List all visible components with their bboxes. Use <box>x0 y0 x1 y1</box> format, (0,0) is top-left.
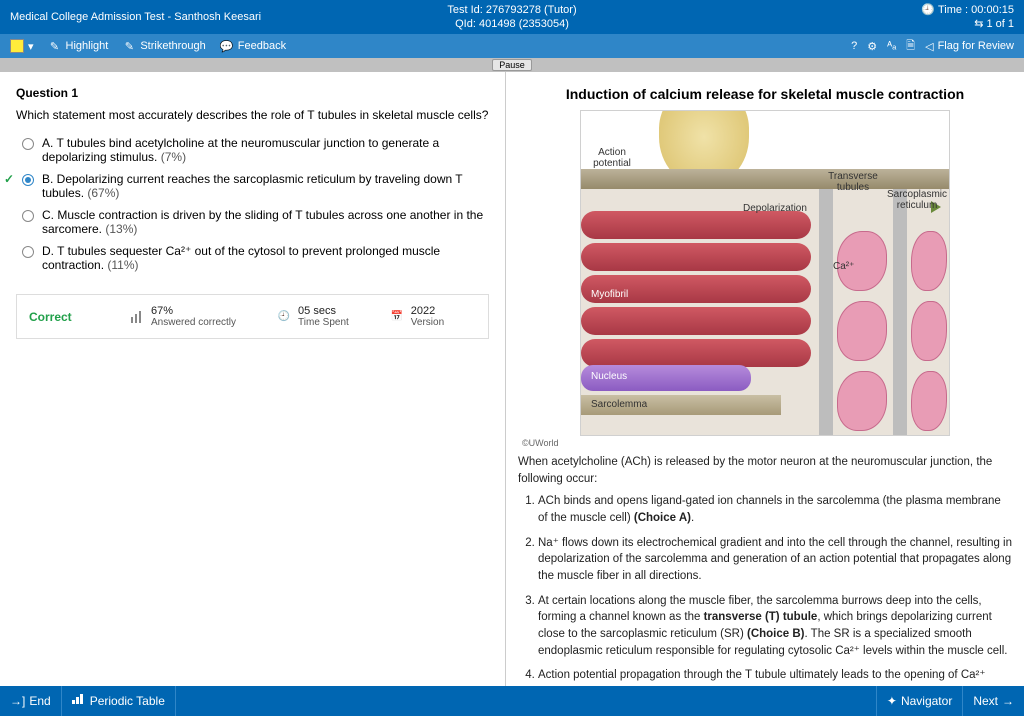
answer-choice[interactable]: D. T tubules sequester Ca²⁺ out of the c… <box>22 240 489 276</box>
stat-time: 🕘 05 secsTime Spent <box>276 305 349 328</box>
settings-button[interactable]: ⚙ <box>867 40 877 53</box>
highlight-swatch-icon <box>10 39 24 53</box>
explanation-list: ACh binds and opens ligand-gated ion cha… <box>538 493 1012 686</box>
bar-chart-icon <box>129 309 145 325</box>
fig-label-depolarization: Depolarization <box>743 203 807 214</box>
help-button[interactable]: ? <box>851 40 857 52</box>
flag-icon: ◁ <box>925 40 933 53</box>
periodic-table-button[interactable]: Periodic Table <box>62 686 176 716</box>
flag-for-review-button[interactable]: ◁ Flag for Review <box>925 40 1014 53</box>
radio-icon <box>22 210 34 222</box>
answer-choice[interactable]: C. Muscle contraction is driven by the s… <box>22 204 489 240</box>
stat-answered: 67%Answered correctly <box>129 305 236 328</box>
end-button[interactable]: →]End <box>0 686 62 716</box>
answer-choice[interactable]: B. Depolarizing current reaches the sarc… <box>22 168 489 204</box>
radio-icon <box>22 138 34 150</box>
header-bar: Medical College Admission Test - Santhos… <box>0 0 1024 34</box>
radio-icon <box>22 246 34 258</box>
explanation-item: At certain locations along the muscle fi… <box>538 593 1012 660</box>
explanation-figure: Action potential Depolarization Transver… <box>580 110 950 436</box>
explanation-text: When acetylcholine (ACh) is released by … <box>518 454 1012 686</box>
clock-icon: 🕘 <box>276 309 292 325</box>
correct-label: Correct <box>29 310 89 324</box>
help-icon: ? <box>851 40 857 52</box>
question-pane: Question 1 Which statement most accurate… <box>0 72 506 686</box>
navigator-button[interactable]: ✦Navigator <box>876 686 962 716</box>
fig-label-nucleus: Nucleus <box>591 371 627 382</box>
question-id: QId: 401498 (2353054) <box>447 17 576 31</box>
explanation-pane: Induction of calcium release for skeleta… <box>506 72 1024 686</box>
result-stats-bar: Correct 67%Answered correctly 🕘 05 secsT… <box>16 294 489 339</box>
stat-version: 📅 2022Version <box>389 305 444 328</box>
strikethrough-tool[interactable]: ✎ Strikethrough <box>122 39 205 53</box>
end-icon: →] <box>10 694 25 708</box>
text-size-icon: ᴬₐ <box>887 40 896 52</box>
text-size-button[interactable]: ᴬₐ <box>887 40 896 52</box>
periodic-table-icon <box>72 694 86 709</box>
answer-choices: A. T tubules bind acetylcholine at the n… <box>22 132 489 276</box>
exam-title: Medical College Admission Test - Santhos… <box>10 11 261 23</box>
strikethrough-icon: ✎ <box>122 39 136 53</box>
toolbar: ▾ ✎ Highlight ✎ Strikethrough 💬 Feedback… <box>0 34 1024 58</box>
notes-icon: 🗎 <box>906 37 915 56</box>
header-right: 🕘 Time : 00:00:15 ⇆ 1 of 1 <box>921 3 1014 31</box>
fig-label-action-potential: Action potential <box>587 147 637 169</box>
calendar-icon: 📅 <box>389 309 405 325</box>
fig-label-ca: Ca²⁺ <box>833 261 854 272</box>
time-label: 🕘 Time : 00:00:15 <box>921 3 1014 17</box>
chevron-down-icon: ▾ <box>28 40 34 53</box>
question-number: Question 1 <box>16 86 489 100</box>
feedback-icon: 💬 <box>220 39 234 53</box>
choice-text: B. Depolarizing current reaches the sarc… <box>42 172 489 200</box>
gear-icon: ⚙ <box>867 40 877 53</box>
highlight-tool[interactable]: ✎ Highlight <box>48 39 109 53</box>
choice-text: D. T tubules sequester Ca²⁺ out of the c… <box>42 244 489 272</box>
highlight-icon: ✎ <box>48 39 62 53</box>
next-button[interactable]: Next→ <box>962 686 1024 716</box>
explanation-intro: When acetylcholine (ACh) is released by … <box>518 454 1012 487</box>
test-id: Test Id: 276793278 (Tutor) <box>447 3 576 17</box>
explanation-item: Action potential propagation through the… <box>538 667 1012 686</box>
explanation-item: Na⁺ flows down its electrochemical gradi… <box>538 535 1012 585</box>
pause-strip: Pause <box>0 58 1024 72</box>
explanation-title: Induction of calcium release for skeleta… <box>518 86 1012 102</box>
main-content: Question 1 Which statement most accurate… <box>0 72 1024 686</box>
choice-text: A. T tubules bind acetylcholine at the n… <box>42 136 489 164</box>
header-center: Test Id: 276793278 (Tutor) QId: 401498 (… <box>447 3 576 31</box>
feedback-tool[interactable]: 💬 Feedback <box>220 39 286 53</box>
figure-credit: ©UWorld <box>522 438 1012 448</box>
progress-label: ⇆ 1 of 1 <box>921 17 1014 31</box>
notes-button[interactable]: 🗎 <box>906 37 915 56</box>
fig-label-transverse: Transverse tubules <box>823 171 883 193</box>
question-stem: Which statement most accurately describe… <box>16 108 489 122</box>
highlight-color-picker[interactable]: ▾ <box>10 39 34 53</box>
arrow-right-icon: → <box>1002 694 1014 708</box>
navigator-icon: ✦ <box>887 694 897 708</box>
fig-label-sr: Sarcoplasmic reticulum <box>883 189 950 211</box>
fig-label-myofibril: Myofibril <box>591 289 628 300</box>
explanation-item: ACh binds and opens ligand-gated ion cha… <box>538 493 1012 526</box>
pause-button[interactable]: Pause <box>492 59 532 71</box>
choice-text: C. Muscle contraction is driven by the s… <box>42 208 489 236</box>
footer-bar: →]End Periodic Table ✦Navigator Next→ <box>0 686 1024 716</box>
radio-icon <box>22 174 34 186</box>
fig-label-sarcolemma: Sarcolemma <box>591 399 647 410</box>
answer-choice[interactable]: A. T tubules bind acetylcholine at the n… <box>22 132 489 168</box>
